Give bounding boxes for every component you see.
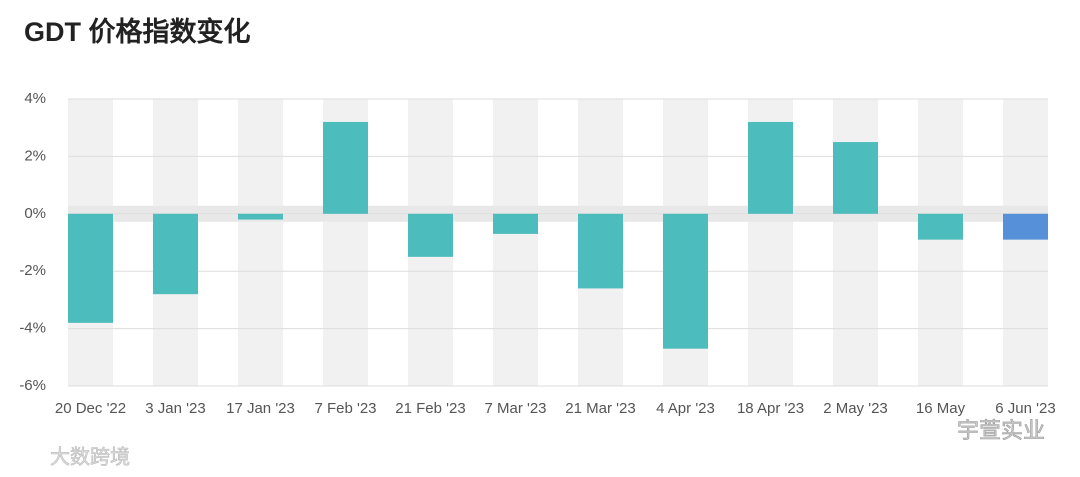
x-tick-label: 4 Apr '23	[656, 400, 715, 417]
y-tick-label: 0%	[24, 205, 46, 222]
y-tick-label: 2%	[24, 147, 46, 164]
x-tick-label: 17 Jan '23	[226, 400, 295, 417]
bar	[1003, 213, 1048, 240]
bar	[578, 213, 623, 289]
column-band	[1003, 99, 1048, 386]
y-tick-label: 4%	[24, 90, 46, 107]
y-tick-label: -6%	[19, 377, 46, 394]
bar	[833, 142, 878, 214]
bar	[663, 213, 708, 349]
x-tick-label: 7 Feb '23	[314, 400, 376, 417]
bar	[323, 121, 368, 214]
y-tick-label: -4%	[19, 320, 46, 337]
bar	[153, 213, 198, 295]
bar	[68, 213, 113, 323]
bar	[493, 213, 538, 234]
bar	[238, 213, 283, 220]
x-tick-label: 16 May	[916, 400, 966, 417]
x-tick-label: 21 Mar '23	[565, 400, 635, 417]
x-tick-label: 7 Mar '23	[484, 400, 546, 417]
column-band	[238, 99, 283, 386]
bar	[408, 213, 453, 257]
watermark: 宇萱实业	[957, 418, 1045, 443]
x-tick-label: 18 Apr '23	[737, 400, 804, 417]
x-tick-label: 2 May '23	[823, 400, 888, 417]
column-band	[918, 99, 963, 386]
x-tick-label: 20 Dec '22	[55, 400, 126, 417]
column-band	[493, 99, 538, 386]
bar	[748, 121, 793, 214]
bar	[918, 213, 963, 240]
x-tick-label: 3 Jan '23	[145, 400, 205, 417]
y-tick-label: -2%	[19, 262, 46, 279]
watermark: 大数跨境	[50, 445, 130, 468]
x-tick-label: 6 Jun '23	[995, 400, 1055, 417]
chart-title: GDT 价格指数变化	[24, 16, 251, 47]
x-tick-label: 21 Feb '23	[395, 400, 465, 417]
